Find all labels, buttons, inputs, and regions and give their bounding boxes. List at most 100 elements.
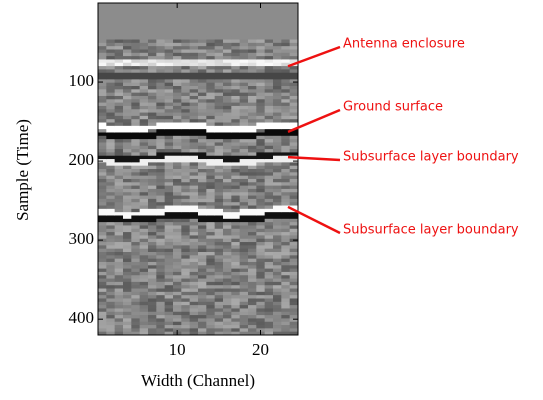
pixel — [231, 202, 241, 207]
pixel — [148, 271, 157, 276]
pixel — [114, 169, 124, 173]
pixel — [223, 19, 232, 24]
pixel — [131, 9, 141, 14]
pixel — [289, 271, 299, 276]
pixel — [164, 155, 174, 160]
pixel — [248, 328, 257, 333]
pixel — [206, 99, 216, 104]
pixel — [131, 19, 141, 24]
pixel — [189, 222, 199, 226]
pixel — [156, 331, 166, 336]
pixel — [289, 142, 299, 147]
pixel — [231, 261, 241, 266]
pixel — [289, 95, 299, 100]
pixel — [264, 245, 274, 250]
pixel — [123, 178, 132, 183]
pixel — [198, 318, 207, 323]
pixel — [256, 72, 266, 77]
pixel — [123, 72, 132, 77]
pixel — [181, 89, 191, 94]
pixel — [206, 46, 216, 50]
pixel — [289, 46, 299, 50]
pixel — [181, 278, 191, 283]
pixel — [156, 238, 166, 243]
pixel — [189, 152, 199, 157]
pixel — [164, 105, 174, 110]
pixel — [289, 285, 299, 290]
pixel — [164, 49, 174, 54]
pixel — [189, 112, 199, 117]
pixel — [256, 52, 266, 57]
pixel — [273, 298, 282, 303]
pixel — [239, 142, 249, 147]
pixel — [156, 56, 166, 60]
pixel — [289, 145, 299, 150]
pixel — [131, 248, 141, 253]
pixel — [131, 321, 141, 326]
pixel — [148, 222, 157, 226]
pixel — [148, 29, 157, 34]
pixel — [189, 245, 199, 250]
pixel — [98, 145, 107, 150]
pixel — [264, 22, 274, 27]
pixel — [289, 245, 299, 250]
pixel — [148, 305, 157, 309]
pixel — [131, 92, 141, 97]
pixel — [239, 122, 249, 127]
pixel — [189, 295, 199, 299]
pixel — [123, 308, 132, 313]
pixel — [223, 245, 232, 250]
pixel — [214, 298, 224, 303]
pixel — [173, 72, 182, 77]
pixel — [139, 46, 149, 50]
pixel — [131, 215, 141, 220]
pixel — [139, 308, 149, 313]
pixel — [181, 298, 191, 303]
pixel — [131, 115, 141, 120]
pixel — [131, 129, 141, 133]
pixel — [148, 12, 157, 17]
pixel — [264, 32, 274, 37]
pixel — [264, 82, 274, 87]
pixel — [164, 56, 174, 60]
pixel — [148, 76, 157, 80]
pixel — [223, 109, 232, 114]
pixel — [214, 125, 224, 130]
pixel — [148, 42, 157, 47]
pixel — [281, 328, 291, 333]
pixel — [289, 188, 299, 193]
pixel — [214, 79, 224, 84]
pixel — [248, 318, 257, 323]
pixel — [123, 125, 132, 130]
pixel — [164, 288, 174, 293]
pixel — [114, 36, 124, 41]
pixel — [189, 39, 199, 44]
pixel — [156, 281, 166, 286]
pixel — [223, 82, 232, 87]
pixel — [248, 132, 257, 137]
pixel — [289, 89, 299, 94]
pixel — [248, 222, 257, 226]
pixel — [114, 159, 124, 163]
pixel — [256, 268, 266, 273]
pixel — [106, 86, 116, 90]
pixel — [206, 222, 216, 226]
pixel — [256, 252, 266, 256]
pixel — [98, 82, 107, 87]
pixel — [123, 265, 132, 270]
pixel — [231, 271, 241, 276]
pixel — [98, 112, 107, 117]
pixel — [123, 105, 132, 110]
pixel — [198, 242, 207, 246]
pixel — [206, 192, 216, 197]
pixel — [214, 325, 224, 329]
pixel — [214, 159, 224, 163]
pixel — [181, 56, 191, 60]
pixel — [256, 248, 266, 253]
pixel — [231, 12, 241, 17]
pixel — [281, 6, 291, 11]
pixel — [239, 285, 249, 290]
pixel — [214, 162, 224, 167]
pixel — [281, 125, 291, 130]
pixel — [289, 29, 299, 34]
